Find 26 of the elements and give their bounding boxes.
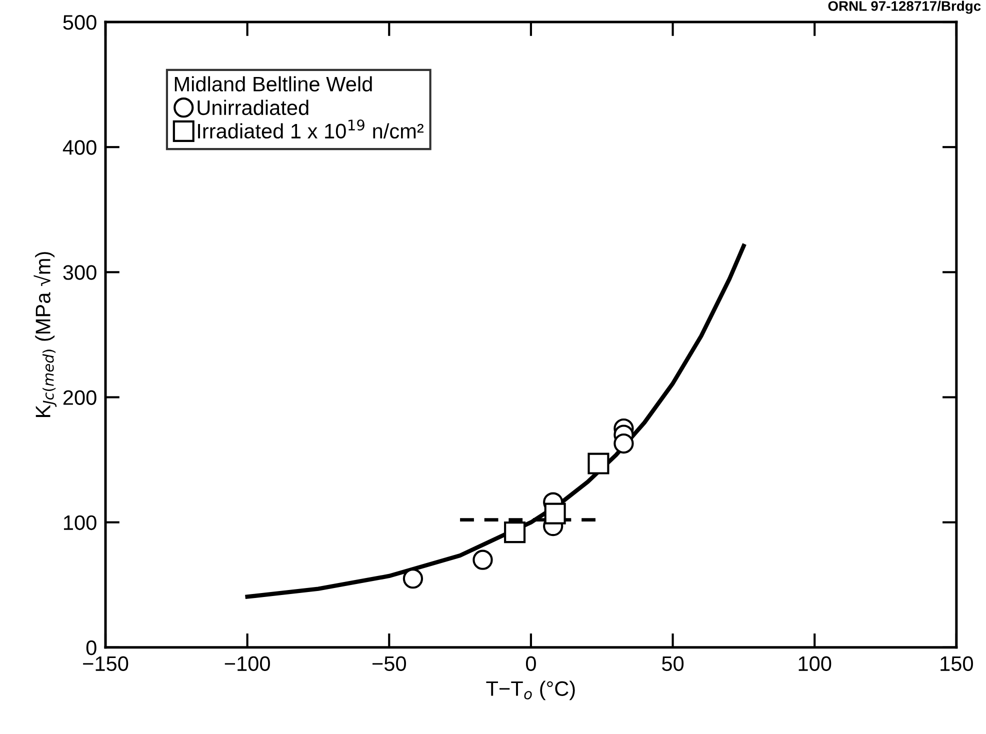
x-tick-label: 50 (662, 656, 684, 672)
text: ORNL 97-128717/Brdgc (828, 0, 981, 14)
point (402, 568, 424, 589)
point (614, 433, 634, 454)
x-tick-label: −150 (83, 656, 128, 672)
x-tick-label: −50 (372, 656, 406, 672)
y-tick-label: 500 (63, 15, 96, 30)
legend-label: Unirradiated (198, 100, 308, 116)
y-tick-label: 0 (86, 640, 96, 656)
x-axis-title: T−T$_{o}$ (°C) (486, 680, 575, 700)
y-tick-label: 400 (62, 140, 96, 155)
y-axis-title: K$_{Jc(med)}$ (MPa √m) (34, 252, 57, 417)
x-tick-label: 150 (940, 656, 973, 672)
x-tick-label: −100 (224, 656, 270, 672)
y-tick-label: 200 (63, 390, 96, 405)
line-series (245, 244, 746, 599)
legend-title: Midland Beltline Weld (174, 76, 372, 92)
x-tick-label: 100 (798, 656, 832, 672)
point (504, 522, 526, 544)
y-tick-label: 100 (64, 515, 96, 530)
x-tick-label: 0 (526, 656, 536, 672)
legend-label: Irradiated 1 x 10$^{19}$ n/cm² (198, 120, 424, 139)
point (472, 550, 493, 570)
point (588, 452, 610, 474)
y-tick-label: 300 (63, 265, 96, 280)
point (544, 502, 566, 524)
